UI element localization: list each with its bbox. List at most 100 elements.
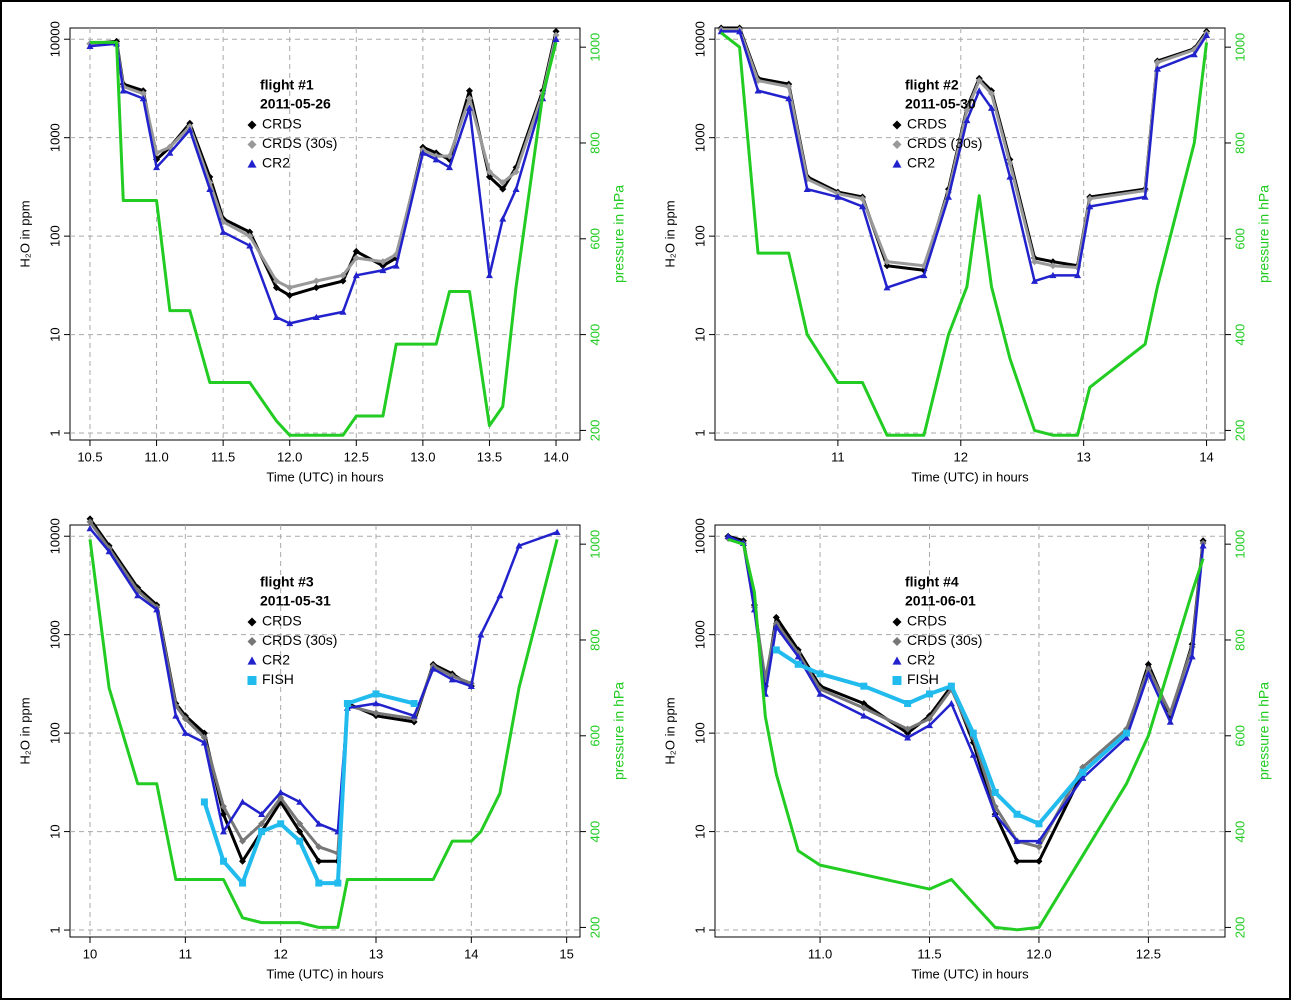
y-tick-label: 10000 <box>47 518 62 554</box>
x-tick-label: 12 <box>273 946 287 961</box>
series-line <box>721 30 1208 289</box>
series-point <box>410 699 418 707</box>
series-point <box>272 284 280 292</box>
series-point <box>166 149 174 156</box>
y-axis-label: H₂O in ppm <box>662 200 677 267</box>
series-point <box>419 149 427 156</box>
series-point <box>219 228 227 235</box>
legend-marker <box>892 656 902 665</box>
series-point <box>772 623 780 630</box>
y2-tick-label: 800 <box>1232 132 1247 154</box>
y2-tick-label: 600 <box>1232 228 1247 250</box>
x-tick-label: 11.5 <box>211 449 235 464</box>
series-point <box>1144 665 1152 673</box>
series-point <box>343 699 351 707</box>
series-point <box>1144 660 1152 668</box>
series-point <box>1153 65 1161 72</box>
series-point <box>446 163 454 171</box>
plot-area <box>69 27 581 441</box>
y-tick-label: 100 <box>692 225 707 247</box>
series-point <box>239 837 247 845</box>
legend-label: CR2 <box>262 155 290 171</box>
y-tick-label: 10 <box>47 327 62 341</box>
series-point <box>926 721 934 729</box>
series-point <box>239 879 247 887</box>
series-point <box>991 810 999 818</box>
x-tick-label: 14.0 <box>543 449 568 464</box>
series-point <box>860 704 868 712</box>
y-tick-label: 10000 <box>692 21 707 57</box>
y-axis-label: H₂O in ppm <box>662 697 677 764</box>
series-point <box>860 712 868 719</box>
y2-tick-label: 1000 <box>1232 530 1247 559</box>
legend-label: CRDS (30s) <box>907 135 982 151</box>
series-point <box>465 94 473 102</box>
x-tick-label: 11.5 <box>917 946 941 961</box>
series-point <box>988 104 996 111</box>
series-point <box>1035 837 1043 844</box>
panel: 11.0 11.5 12.0 12.5 1 10 100 1000 10000 200 400 600… <box>662 518 1271 981</box>
x-tick-label: 12 <box>954 449 968 464</box>
series-point <box>105 547 113 555</box>
y-tick-label: 1 <box>47 429 62 436</box>
y2-tick-label: 800 <box>587 132 602 154</box>
legend-marker <box>892 676 902 685</box>
legend-label: CRDS (30s) <box>262 135 337 151</box>
legend-marker <box>247 120 257 130</box>
series-point <box>467 682 475 689</box>
y2-tick-label: 600 <box>587 725 602 747</box>
y2-tick-label: 1000 <box>1232 33 1247 62</box>
y2-tick-label: 400 <box>587 821 602 843</box>
series-point <box>754 87 762 94</box>
series-point <box>352 247 360 255</box>
y-tick-label: 1 <box>692 429 707 436</box>
series-point <box>258 810 266 818</box>
legend-marker <box>247 656 257 665</box>
series-point <box>312 277 320 285</box>
legend-label: CRDS (30s) <box>907 632 982 648</box>
series-point <box>499 215 507 222</box>
series-point <box>312 313 320 321</box>
series-point <box>860 682 868 690</box>
series-point <box>1035 820 1043 828</box>
series-point <box>1086 202 1094 210</box>
series-point <box>1013 857 1021 865</box>
x-tick-label: 14 <box>1199 449 1213 464</box>
x-tick-label: 11.0 <box>144 449 168 464</box>
series-point <box>860 699 868 707</box>
legend-title: flight #2 <box>905 77 959 93</box>
series-point <box>1079 768 1087 776</box>
series-point <box>339 277 347 285</box>
y2-tick-label: 600 <box>587 228 602 250</box>
legend-marker <box>892 120 902 130</box>
series-point <box>512 185 520 192</box>
series-line <box>721 28 1208 270</box>
x-tick-label: 12.0 <box>277 449 302 464</box>
series-point <box>379 266 387 274</box>
series-point <box>258 820 266 828</box>
series-point <box>186 126 194 133</box>
pressure-line <box>89 40 558 437</box>
legend-subtitle: 2011-05-26 <box>260 96 331 112</box>
series-point <box>794 660 802 668</box>
y2-tick-label: 200 <box>1232 917 1247 939</box>
legend-label: CRDS (30s) <box>262 632 337 648</box>
legend-label: FISH <box>262 671 294 687</box>
series-point <box>724 532 732 540</box>
series-point <box>963 106 971 114</box>
legend-marker <box>892 637 902 646</box>
y2-axis-label: pressure in hPa <box>1256 185 1272 283</box>
legend-subtitle: 2011-05-30 <box>905 96 976 112</box>
series-point <box>1006 159 1014 167</box>
series-point <box>465 104 473 111</box>
series-point <box>553 528 561 535</box>
series-point <box>512 168 520 176</box>
series-point <box>988 90 996 98</box>
x-tick-label: 14 <box>464 946 478 961</box>
legend-title: flight #3 <box>260 574 314 590</box>
y2-axis-label: pressure in hPa <box>611 682 627 780</box>
legend-marker <box>247 617 257 627</box>
x-axis-label: Time (UTC) in hours <box>266 469 384 484</box>
series-point <box>1035 857 1043 865</box>
series-point <box>1153 59 1161 67</box>
